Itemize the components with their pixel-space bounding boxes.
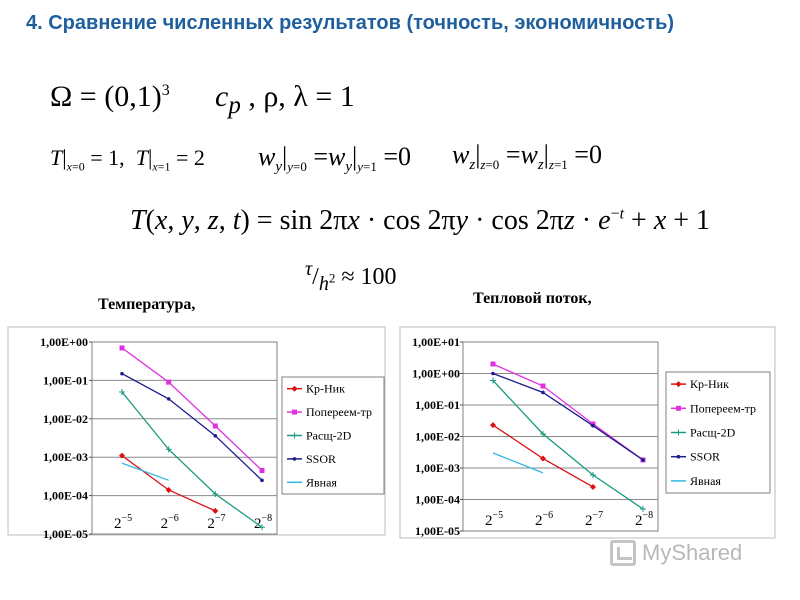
y-tick-label: 1,00E-01 xyxy=(415,398,460,412)
marker-square xyxy=(259,468,265,474)
watermark-text: MyShared xyxy=(642,540,743,565)
marker-square xyxy=(212,423,218,429)
marker-square xyxy=(676,405,681,411)
y-tick-label: 1,00E+01 xyxy=(412,335,460,349)
y-tick-label: 1,00E-03 xyxy=(43,450,88,464)
marker-square xyxy=(119,345,125,351)
x-tick-label: 2−7 xyxy=(585,510,603,529)
series-line xyxy=(121,347,263,471)
marker-dot xyxy=(213,434,218,438)
formula-bc-wy: wy|y=0 =wy|y=1 =0 xyxy=(258,142,412,176)
x-tick-label: 2−8 xyxy=(635,510,653,529)
legend-label: Кр-Ник xyxy=(306,382,345,396)
series-line xyxy=(492,363,644,461)
marker-diamond xyxy=(490,422,496,429)
marker-dot xyxy=(676,454,681,459)
marker-diamond xyxy=(119,452,125,459)
y-tick-label: 1,00E-05 xyxy=(43,527,88,541)
x-tick-label: 2−6 xyxy=(161,513,179,532)
formula-params: cp , ρ, λ = 1 xyxy=(215,80,355,119)
formula-exact-solution: T(x, y, z, t) = sin 2πx · cos 2πy · cos … xyxy=(130,205,711,236)
formula-domain: Ω = (0,1)3 xyxy=(50,80,170,113)
series-line xyxy=(492,452,544,474)
legend-label: Кр-Ник xyxy=(690,377,729,391)
marker-dot xyxy=(292,457,297,461)
chart-title-heat-flux: Тепловой поток, xyxy=(473,290,592,307)
y-tick-label: 1,00E-02 xyxy=(43,412,88,426)
marker-square xyxy=(166,379,172,385)
marker-dot xyxy=(491,371,495,376)
y-tick-label: 1,00E-04 xyxy=(43,489,88,503)
marker-dot xyxy=(591,423,595,428)
series-line xyxy=(121,391,263,528)
marker-diamond xyxy=(540,455,546,462)
x-tick-label: 2−5 xyxy=(485,510,503,529)
formula-bc-t: T|x=0 = 1, T|x=1 = 2 xyxy=(50,145,205,174)
x-tick-label: 2−5 xyxy=(114,513,132,532)
legend-label: Попереем-тр xyxy=(690,401,756,415)
x-tick-label: 2−7 xyxy=(207,513,225,532)
marker-diamond xyxy=(291,385,298,392)
marker-diamond xyxy=(675,381,682,388)
legend-label: Явная xyxy=(306,475,337,489)
slide-title: 4. Сравнение численных результатов (точн… xyxy=(26,12,675,34)
marker-dot xyxy=(260,478,264,483)
y-tick-label: 1,00E-05 xyxy=(415,524,460,538)
legend-label: SSOR xyxy=(306,452,336,466)
series-line xyxy=(492,372,644,461)
x-tick-label: 2−6 xyxy=(535,510,553,529)
marker-dot xyxy=(641,458,645,462)
formula-ratio: τ/h2 ≈ 100 xyxy=(305,258,397,295)
series-line xyxy=(121,373,263,481)
legend-label: Расщ-2D xyxy=(690,426,736,440)
marker-dot xyxy=(120,371,124,376)
marker-square xyxy=(292,409,297,415)
marker-diamond xyxy=(590,483,596,490)
y-tick-label: 1,00E-02 xyxy=(415,430,460,444)
marker-diamond xyxy=(212,507,219,514)
legend-label: Попереем-тр xyxy=(306,405,372,419)
series-line xyxy=(492,380,644,510)
series-line xyxy=(121,462,169,481)
marker-diamond xyxy=(165,486,172,493)
y-tick-label: 1,00E+00 xyxy=(40,335,88,349)
chart-title-temperature: Температура, xyxy=(98,296,196,313)
y-tick-label: 1,00E-03 xyxy=(415,461,460,475)
marker-dot xyxy=(541,390,545,395)
marker-square xyxy=(490,361,496,367)
y-tick-label: 1,00E-04 xyxy=(415,493,460,507)
legend-label: Расщ-2D xyxy=(306,429,352,443)
watermark: MyShared xyxy=(610,540,742,566)
plot-area xyxy=(91,341,278,535)
myshared-logo-icon xyxy=(610,540,636,566)
legend-label: Явная xyxy=(690,474,721,488)
y-tick-label: 1,00E+00 xyxy=(412,367,460,381)
y-tick-label: 1,00E-01 xyxy=(43,373,88,387)
marker-dot xyxy=(166,397,171,401)
formula-bc-wz: wz|z=0 =wz|z=1 =0 xyxy=(452,140,602,174)
marker-square xyxy=(540,383,546,389)
legend-label: SSOR xyxy=(690,450,720,464)
